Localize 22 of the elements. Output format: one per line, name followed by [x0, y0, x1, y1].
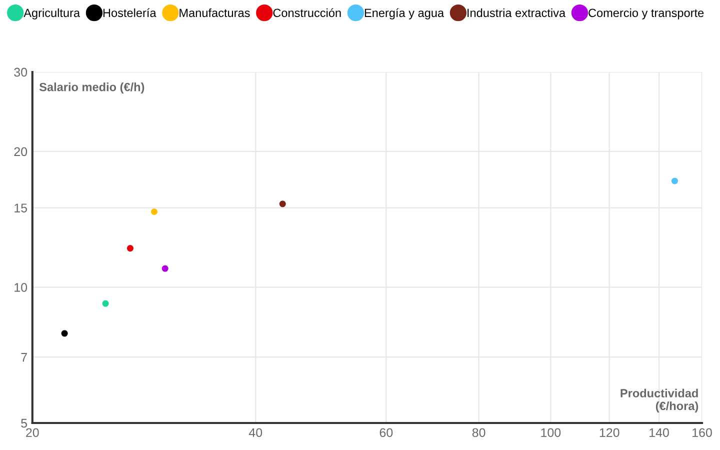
y-tick-label: 5: [21, 418, 28, 428]
x-tick-label: 100: [541, 428, 561, 438]
x-tick-label: 120: [600, 428, 620, 438]
legend-label: Hostelería: [103, 8, 156, 18]
x-tick-label: 60: [380, 428, 393, 438]
legend-label: Energía y agua: [364, 8, 444, 20]
legend-label: Industria extractiva: [468, 8, 566, 18]
x-tick-label: 140: [650, 428, 669, 438]
y-tick-label: 10: [14, 283, 28, 292]
legend-label: Comercio y transporte: [588, 8, 704, 20]
y-tick-label: 15: [14, 204, 28, 212]
legend-label: Manufacturas: [180, 8, 250, 18]
y-axis-title: Salario medio (€/h): [39, 82, 144, 94]
x-axis-title: Productividad (€/hora): [620, 388, 698, 412]
x-tick-label: 40: [248, 428, 262, 438]
x-tick-label: 160: [692, 428, 712, 438]
legend-label: Agricultura: [24, 8, 80, 20]
x-tick-label: 80: [472, 428, 486, 438]
y-tick-label: 30: [14, 68, 28, 77]
y-tick-label: 20: [14, 147, 28, 156]
y-tick-label: 7: [21, 353, 27, 362]
legend-label: Construcción: [273, 8, 341, 18]
